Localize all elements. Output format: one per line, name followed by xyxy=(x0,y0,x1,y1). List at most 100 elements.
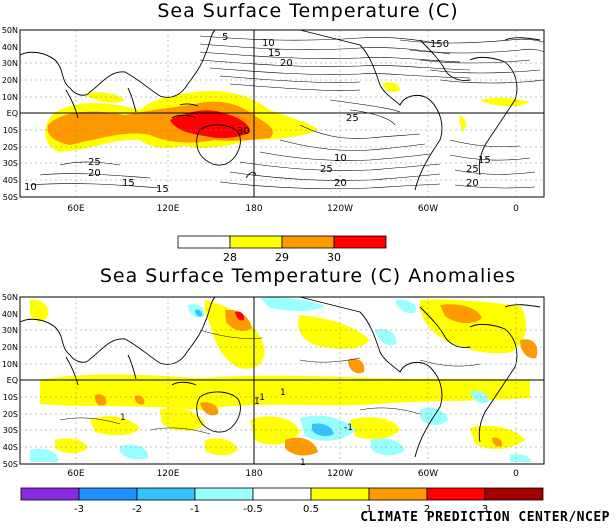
lon-label: 60W xyxy=(418,469,438,479)
lat-label: 40N xyxy=(2,310,18,319)
lon-label: 0 xyxy=(513,204,519,214)
lon-label: 180 xyxy=(245,469,262,479)
lat-label: 10N xyxy=(2,93,18,102)
lat-label: 50N xyxy=(2,293,18,302)
contour-label: -1 xyxy=(256,393,265,403)
legend-swatch xyxy=(229,235,283,249)
lat-label: 30N xyxy=(2,326,18,335)
sst-map: 5 10 15 20 25 30 25 20 15 10 25 20 15 25… xyxy=(2,26,545,214)
contour-label: 1 xyxy=(280,388,286,398)
sst-legend: 28 29 30 xyxy=(177,235,387,264)
legend-tick: -0.5 xyxy=(243,504,263,515)
legend-tick: 30 xyxy=(327,251,341,264)
contour-label: 1 xyxy=(300,458,306,468)
contour-label: 25 xyxy=(88,157,101,168)
anomaly-contours xyxy=(59,329,481,435)
continents xyxy=(19,29,541,191)
legend-swatch xyxy=(281,235,335,249)
sst-grid xyxy=(20,30,544,197)
lon-label: 0 xyxy=(513,469,519,479)
contour-label: 5 xyxy=(222,32,228,43)
legend-tick: 1 xyxy=(366,504,372,515)
lon-label: 60E xyxy=(67,469,84,479)
lat-label: 10S xyxy=(3,126,18,135)
anomaly-lat-axis: 50N 40N 30N 20N 10N EQ 10S 20S 30S 40S 5… xyxy=(2,293,18,469)
sst-contour-labels: 5 10 15 20 25 30 25 20 15 10 25 20 15 25… xyxy=(24,32,491,195)
lon-label: 120W xyxy=(327,204,353,214)
anomaly-legend: -3 -2 -1 -0.5 0.5 1 2 3 xyxy=(20,487,544,515)
sst-lon-axis: 60E 120E 180 120W 60W 0 xyxy=(67,204,519,214)
contour-label: 25 xyxy=(466,164,479,175)
warm-pool-fills xyxy=(45,82,530,152)
legend-tick: 3 xyxy=(482,504,488,515)
lat-label: 50N xyxy=(2,26,18,35)
lat-label: 10S xyxy=(3,393,18,402)
legend-swatch xyxy=(20,487,80,501)
legend-swatch xyxy=(136,487,196,501)
contour-label: 10 xyxy=(24,182,37,193)
legend-swatch xyxy=(194,487,254,501)
lat-label: EQ xyxy=(7,109,18,118)
lat-label: 40S xyxy=(3,443,18,452)
contour-label: 20 xyxy=(466,178,479,189)
contour-label: 25 xyxy=(320,164,333,175)
legend-swatch xyxy=(368,487,428,501)
legend-tick: 28 xyxy=(223,251,237,264)
contour-label: 1 xyxy=(254,397,260,407)
lat-label: 30S xyxy=(3,159,18,168)
contour-label: 30 xyxy=(237,126,250,137)
contour-label: 1 xyxy=(120,413,126,423)
legend-swatch xyxy=(252,487,312,501)
legend-tick: 29 xyxy=(275,251,289,264)
contour-label: 15 xyxy=(156,184,169,195)
lon-label: 180 xyxy=(245,204,262,214)
lon-label: 120W xyxy=(327,469,353,479)
legend-tick: -3 xyxy=(74,504,84,515)
lat-label: 40S xyxy=(3,176,18,185)
contour-label: 20 xyxy=(280,58,293,69)
legend-swatch xyxy=(333,235,387,249)
anomaly-grid xyxy=(20,297,544,464)
lat-label: 10N xyxy=(2,360,18,369)
legend-swatch xyxy=(78,487,138,501)
contour-label: 15 xyxy=(478,155,491,166)
lon-label: 60W xyxy=(418,204,438,214)
contour-label: 15 xyxy=(268,48,281,59)
sst-anomaly-map: -1 1 1 -1 1 1 50N 40N 30N 20N 10N EQ 10S… xyxy=(2,293,545,479)
contour-label: 10 xyxy=(262,38,275,49)
legend-swatch xyxy=(310,487,370,501)
lon-label: 120E xyxy=(157,469,180,479)
isotherms xyxy=(29,35,545,190)
credit-text: CLIMATE PREDICTION CENTER/NCEP xyxy=(360,510,610,525)
lat-label: 50S xyxy=(3,193,18,202)
legend-tick: 2 xyxy=(424,504,430,515)
lat-label: 20S xyxy=(3,143,18,152)
lon-label: 60E xyxy=(67,204,84,214)
contour-label: 20 xyxy=(88,168,101,179)
anomaly-contour-labels: -1 1 1 -1 1 1 xyxy=(120,388,353,468)
contour-label: 20 xyxy=(334,178,347,189)
sst-anomaly-title: Sea Surface Temperature (C) Anomalies xyxy=(99,265,517,287)
contour-label: 25 xyxy=(346,113,359,124)
lat-label: 20N xyxy=(2,343,18,352)
contour-label: -1 xyxy=(344,423,353,433)
lat-label: 20N xyxy=(2,76,18,85)
legend-swatch xyxy=(177,235,231,249)
contour-label: 150 xyxy=(430,39,449,50)
legend-tick: -1 xyxy=(190,504,200,515)
negative-anomaly-fills xyxy=(30,297,532,462)
lon-label: 120E xyxy=(157,204,180,214)
positive-anomaly-fills xyxy=(30,299,538,456)
lat-label: 30N xyxy=(2,59,18,68)
legend-tick: -2 xyxy=(132,504,142,515)
lat-label: EQ xyxy=(7,376,18,385)
legend-swatch xyxy=(484,487,544,501)
contour-label: 10 xyxy=(334,153,347,164)
legend-tick: 0.5 xyxy=(303,504,319,515)
sst-title: Sea Surface Temperature (C) xyxy=(157,0,459,22)
anomaly-lon-axis: 60E 120E 180 120W 60W 0 xyxy=(67,469,519,479)
lat-label: 40N xyxy=(2,43,18,52)
lat-label: 30S xyxy=(3,426,18,435)
legend-swatch xyxy=(426,487,486,501)
